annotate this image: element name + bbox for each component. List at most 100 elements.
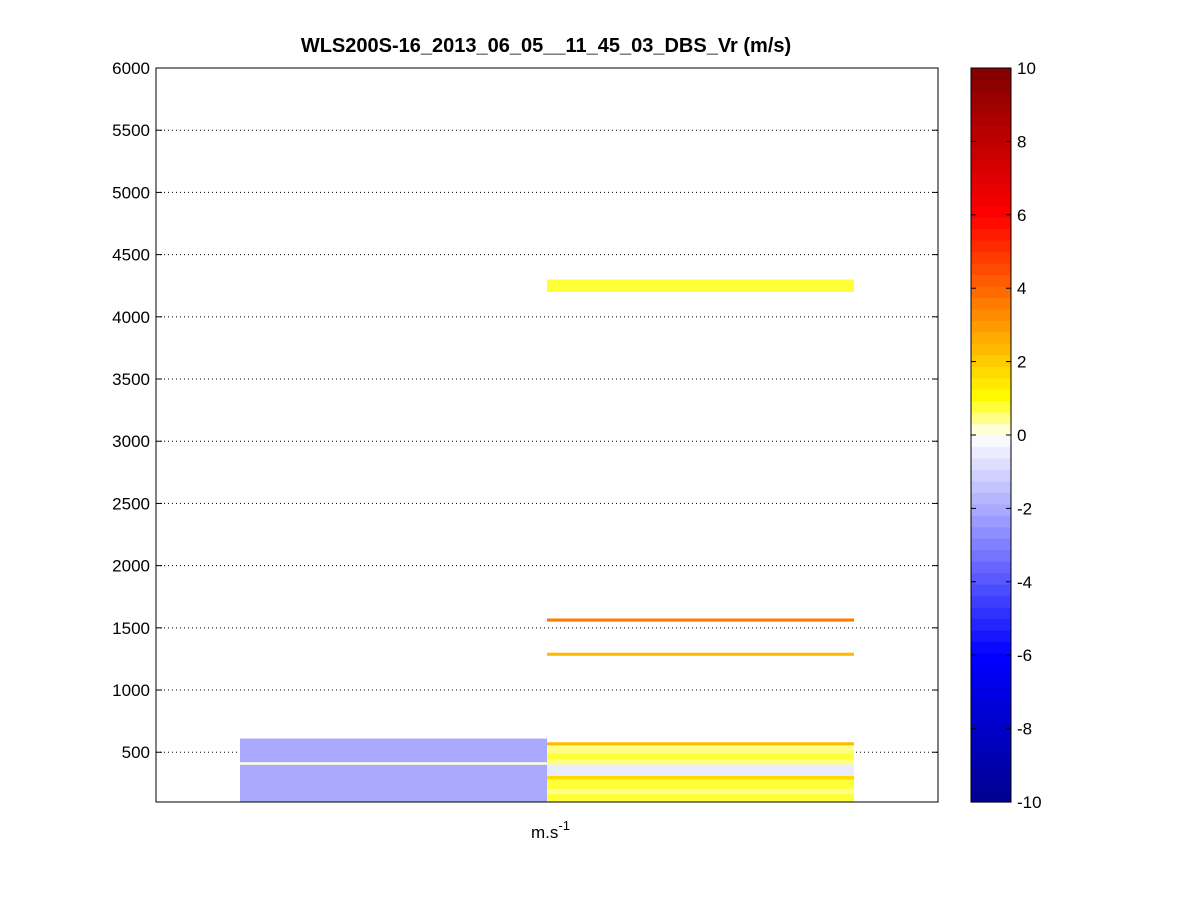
y-tick-label: 5500 xyxy=(112,121,150,140)
colorbar-level xyxy=(971,710,1011,723)
colorbar-level xyxy=(971,538,1011,551)
y-tick-label: 1000 xyxy=(112,681,150,700)
colorbar-level xyxy=(971,79,1011,92)
colorbar-level xyxy=(971,366,1011,379)
colorbar-level xyxy=(971,159,1011,172)
colorbar-level xyxy=(971,446,1011,459)
colorbar-level xyxy=(971,251,1011,264)
colorbar-level xyxy=(971,136,1011,149)
y-tick-label: 500 xyxy=(122,743,150,762)
colorbar-tick-label: 10 xyxy=(1017,59,1036,78)
colorbar-level xyxy=(971,664,1011,677)
heatmap-cell xyxy=(547,788,854,794)
colorbar-level xyxy=(971,308,1011,321)
y-tick-label: 4000 xyxy=(112,308,150,327)
heatmap-cell xyxy=(547,279,854,292)
colorbar-tick-label: -2 xyxy=(1017,499,1032,518)
colorbar-level xyxy=(971,480,1011,493)
colorbar-level xyxy=(971,756,1011,769)
colorbar-level xyxy=(971,435,1011,448)
colorbar-tick-label: -10 xyxy=(1017,793,1042,812)
plot-frame xyxy=(155,67,939,803)
x-axis-label-base: m.s xyxy=(531,823,558,842)
y-tick-label: 3000 xyxy=(112,432,150,451)
y-axis-ticks: 500 1000 1500 2000 2500 3000 3500 4000 4500 5000 5… xyxy=(112,59,938,762)
colorbar-level xyxy=(971,262,1011,276)
heatmap-cell xyxy=(547,764,854,776)
heatmap-cells xyxy=(240,279,854,802)
colorbar-level xyxy=(971,285,1011,298)
colorbar-level xyxy=(971,549,1011,562)
colorbar-level xyxy=(971,423,1011,436)
colorbar-level xyxy=(971,779,1011,792)
colorbar-level xyxy=(971,457,1011,471)
colorbar-level xyxy=(971,469,1011,482)
colorbar-level xyxy=(971,641,1011,654)
colorbar-level xyxy=(971,194,1011,207)
heatmap-cell xyxy=(547,793,854,802)
colorbar-level xyxy=(971,113,1011,126)
colorbar-level xyxy=(971,228,1011,241)
colorbar-tick-label: -6 xyxy=(1017,646,1032,665)
heatmap-cell xyxy=(547,759,854,765)
heatmap-cell xyxy=(240,762,547,765)
colorbar-level xyxy=(971,595,1011,608)
chart-title: WLS200S-16_2013_06_05__11_45_03_DBS_Vr (… xyxy=(301,35,791,57)
colorbar-level xyxy=(971,572,1011,585)
colorbar-level xyxy=(971,733,1011,746)
colorbar-level xyxy=(971,767,1011,780)
colorbar-level xyxy=(971,354,1011,367)
colorbar-level xyxy=(971,68,1011,81)
colorbar-level xyxy=(971,503,1011,516)
colorbar-level xyxy=(971,182,1011,195)
colorbar-level xyxy=(971,148,1011,161)
colorbar-tick-label: 8 xyxy=(1017,132,1026,151)
heatmap-cell xyxy=(240,764,547,802)
colorbar-level xyxy=(971,526,1011,539)
colorbar-level xyxy=(971,331,1011,344)
heatmap-cell xyxy=(547,652,854,656)
colorbar-tick-label: -4 xyxy=(1017,573,1032,592)
colorbar-level xyxy=(971,652,1011,665)
colorbar-level xyxy=(971,492,1011,505)
colorbar-ticks: -10 -8 -6 -4 -2 0 2 4 6 8 10 xyxy=(971,59,1042,812)
colorbar-level xyxy=(971,790,1011,803)
heatmap-cell xyxy=(547,618,854,622)
plot-background xyxy=(156,68,938,802)
colorbar-level xyxy=(971,607,1011,620)
heatmap-cell xyxy=(547,753,854,760)
colorbar-level xyxy=(971,629,1011,643)
colorbar-level xyxy=(971,698,1011,711)
y-tick-label: 2500 xyxy=(112,494,150,513)
colorbar-levels xyxy=(971,68,1011,803)
heatmap-cell xyxy=(240,738,547,763)
colorbar-level xyxy=(971,297,1011,310)
colorbar-tick-label: 4 xyxy=(1017,279,1026,298)
heatmap-cell xyxy=(547,779,854,789)
colorbar-level xyxy=(971,389,1011,402)
colorbar-level xyxy=(971,171,1011,184)
colorbar-tick-label: -8 xyxy=(1017,720,1032,739)
colorbar-level xyxy=(971,205,1011,218)
colorbar-level xyxy=(971,584,1011,597)
heatmap-cell xyxy=(547,742,854,746)
colorbar-level xyxy=(971,675,1011,688)
heatmap-cell xyxy=(547,745,854,754)
colorbar-level xyxy=(971,343,1011,356)
y-tick-label: 4500 xyxy=(112,246,150,265)
colorbar-level xyxy=(971,400,1011,413)
y-tick-label: 2000 xyxy=(112,557,150,576)
colorbar-level xyxy=(971,412,1011,425)
colorbar-tick-label: 6 xyxy=(1017,206,1026,225)
colorbar-level xyxy=(971,217,1011,230)
colorbar-level xyxy=(971,687,1011,700)
colorbar-level xyxy=(971,721,1011,734)
colorbar-level xyxy=(971,377,1011,390)
y-tick-label: 1500 xyxy=(112,619,150,638)
colorbar-level xyxy=(971,102,1011,115)
x-axis-label-exponent: -1 xyxy=(558,818,570,833)
colorbar-level xyxy=(971,125,1011,138)
y-tick-label: 6000 xyxy=(112,59,150,78)
y-tick-label: 3500 xyxy=(112,370,150,389)
